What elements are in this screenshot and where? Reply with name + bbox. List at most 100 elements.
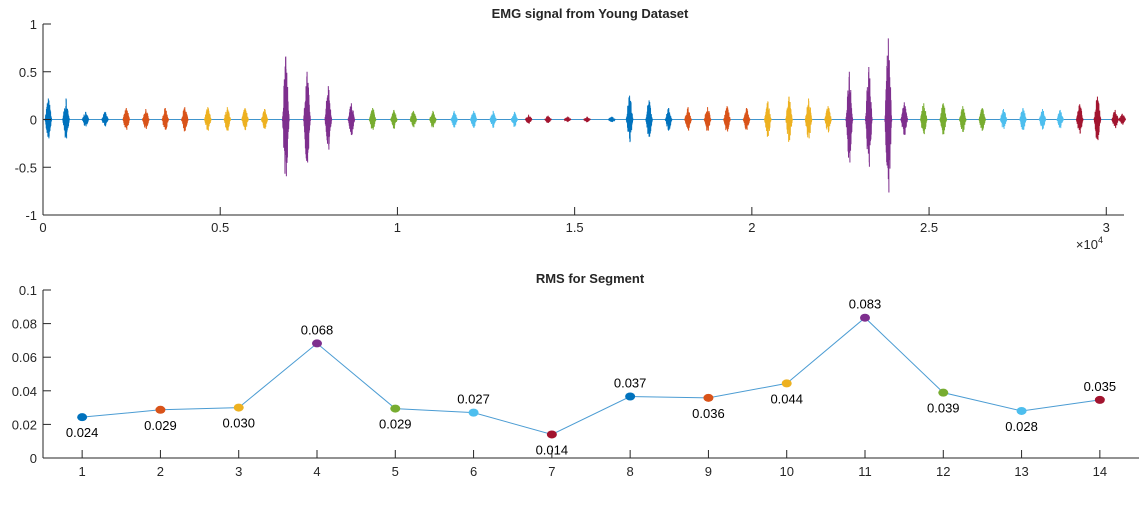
emg-burst-segment-10-2 — [785, 96, 794, 142]
rms-data-label-13: 0.028 — [1005, 419, 1038, 434]
emg-burst-segment-3-1 — [203, 107, 212, 131]
emg-burst-segment-9-1 — [684, 107, 693, 131]
rms-x-tick-label: 2 — [157, 464, 164, 479]
emg-burst-segment-2-1 — [122, 108, 131, 130]
emg-x-tick-label: 2.5 — [920, 220, 938, 235]
emg-y-tick-label: 0 — [30, 113, 37, 128]
rms-x-tick-label: 11 — [858, 464, 872, 479]
rms-x-tick-label: 8 — [627, 464, 634, 479]
emg-burst-segment-7-4 — [583, 116, 591, 123]
emg-x-tick-label: 2 — [748, 220, 755, 235]
emg-burst-segment-11-1 — [845, 71, 854, 163]
emg-burst-segment-5-4 — [428, 110, 437, 128]
rms-x-tick-label: 6 — [470, 464, 477, 479]
emg-burst-segment-2-2 — [141, 108, 150, 129]
emg-burst-segment-10-4 — [824, 106, 833, 133]
emg-burst-segment-11-4 — [900, 102, 909, 135]
emg-burst-segment-6-2 — [469, 110, 478, 128]
rms-y-tick-label: 0.1 — [19, 283, 37, 298]
emg-burst-segment-1-3 — [81, 111, 90, 127]
emg-burst-segment-3-4 — [260, 108, 269, 129]
rms-data-label-7: 0.014 — [536, 442, 569, 457]
rms-y-tick-label: 0.04 — [12, 384, 37, 399]
emg-burst-segment-4-4 — [347, 103, 356, 136]
rms-data-label-6: 0.027 — [457, 392, 490, 407]
rms-point-9 — [703, 393, 714, 402]
rms-data-label-4: 0.068 — [301, 322, 334, 337]
emg-burst-segment-9-3 — [723, 106, 731, 132]
rms-point-4 — [312, 339, 322, 348]
rms-data-label-3: 0.030 — [222, 416, 255, 431]
rms-x-tick-label: 14 — [1093, 464, 1107, 479]
emg-burst-segment-7-3 — [563, 116, 572, 123]
rms-data-label-5: 0.029 — [379, 417, 412, 432]
rms-point-14 — [1094, 395, 1105, 404]
rms-point-1 — [77, 413, 88, 422]
rms-x-tick-label: 3 — [235, 464, 242, 479]
emg-x-tick-label: 0.5 — [211, 220, 229, 235]
emg-burst-segment-3-2 — [223, 107, 232, 131]
rms-point-7 — [546, 430, 557, 439]
emg-burst-segment-5-3 — [409, 110, 418, 128]
emg-chart-title: EMG signal from Young Dataset — [492, 6, 689, 21]
emg-burst-segment-1-2 — [62, 98, 71, 139]
emg-x-tick-label: 3 — [1103, 220, 1110, 235]
rms-point-12 — [938, 388, 949, 397]
rms-y-tick-label: 0.06 — [12, 350, 37, 365]
rms-chart: RMS for Segment 0.024 0.029 0.0300.0680.02… — [12, 271, 1139, 479]
emg-x-tick-label: 1 — [394, 220, 401, 235]
rms-point-6 — [468, 408, 479, 417]
rms-x-tick-label: 9 — [705, 464, 712, 479]
emg-burst-segment-12-3 — [958, 106, 967, 132]
emg-burst-segment-4-1 — [281, 56, 290, 177]
rms-y-tick-label: 0.02 — [12, 417, 37, 432]
rms-point-2 — [155, 405, 166, 414]
emg-y-tick-label: 1 — [30, 17, 37, 32]
emg-burst-segment-14-4 — [1118, 113, 1127, 125]
emg-burst-segment-2-3 — [161, 108, 170, 130]
emg-burst-segment-11-2 — [864, 66, 873, 167]
rms-y-tick-label: 0 — [30, 451, 37, 466]
emg-burst-segment-13-4 — [1056, 109, 1065, 129]
emg-burst-segment-8-1 — [608, 116, 616, 123]
rms-x-tick-label: 1 — [79, 464, 86, 479]
rms-data-label-14: 0.035 — [1084, 379, 1117, 394]
emg-burst-segment-4-3 — [324, 86, 333, 150]
emg-burst-segment-5-2 — [390, 109, 398, 129]
rms-x-tick-label: 10 — [779, 464, 793, 479]
emg-x-tick-label: 0 — [39, 220, 46, 235]
emg-burst-segment-7-1 — [524, 114, 533, 124]
rms-chart-title: RMS for Segment — [536, 271, 645, 286]
rms-point-3 — [233, 403, 244, 412]
emg-signal-traces — [43, 38, 1127, 193]
emg-burst-segment-10-3 — [804, 98, 813, 139]
rms-x-tick-label: 7 — [548, 464, 555, 479]
emg-y-tick-label: -1 — [25, 208, 37, 223]
emg-burst-segment-8-3 — [645, 100, 654, 137]
emg-burst-segment-1-4 — [101, 111, 109, 127]
rms-point-11 — [860, 313, 870, 322]
rms-data-label-11: 0.083 — [849, 297, 882, 312]
emg-burst-segment-4-2 — [303, 71, 312, 163]
emg-burst-segment-6-3 — [489, 110, 498, 128]
emg-burst-segment-5-1 — [368, 108, 377, 130]
emg-y-tick-label: 0.5 — [19, 65, 37, 80]
emg-burst-segment-3-3 — [241, 108, 249, 131]
emg-burst-segment-1-1 — [44, 98, 53, 139]
emg-burst-segment-7-2 — [544, 115, 552, 123]
emg-burst-segment-12-1 — [919, 103, 928, 135]
emg-burst-segment-11-3 — [884, 38, 893, 193]
emg-burst-segment-9-4 — [742, 108, 751, 130]
rms-data-label-10: 0.044 — [770, 391, 803, 406]
emg-burst-segment-13-1 — [999, 108, 1008, 129]
rms-marks: 0.024 0.029 0.030 0.068 0.029 0.027 0.014 0.037… — [66, 297, 1116, 458]
emg-burst-segment-14-1 — [1075, 104, 1084, 134]
rms-x-tick-label: 12 — [936, 464, 950, 479]
emg-axes: 0 0.5 1 1.5 2 2.5 3 -1 -0.5 0 0.5 1 — [15, 17, 1124, 235]
emg-burst-segment-13-2 — [1019, 108, 1027, 130]
emg-burst-segment-8-2 — [625, 95, 634, 143]
rms-data-label-2: 0.029 — [144, 418, 177, 433]
emg-burst-segment-12-4 — [978, 108, 987, 131]
